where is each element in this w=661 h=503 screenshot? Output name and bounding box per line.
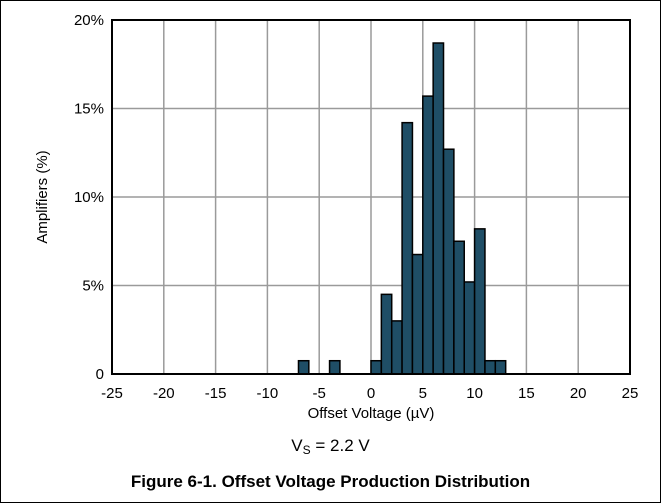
histogram-bar: [453, 240, 465, 375]
histogram-bar: [432, 42, 445, 375]
histogram-bar: [411, 253, 424, 375]
histogram-bar: [484, 359, 497, 375]
x-axis-title: Offset Voltage (µV): [308, 405, 435, 422]
x-tick-label: -15: [205, 385, 227, 402]
condition-value: = 2.2 V: [310, 436, 370, 455]
histogram-bar: [463, 281, 476, 375]
x-tick-label: -10: [257, 385, 279, 402]
histogram-bar: [380, 293, 393, 375]
y-tick-label: 0: [96, 366, 104, 383]
x-tick-label: -20: [153, 385, 175, 402]
histogram-bar: [297, 359, 310, 375]
x-tick-label: 10: [466, 385, 483, 402]
grid-lines: [111, 19, 631, 375]
condition-subscript: S: [302, 443, 311, 457]
histogram-bar: [370, 359, 383, 375]
condition-prefix: V: [291, 436, 303, 455]
y-tick-label: 10%: [74, 189, 104, 206]
figure-caption: Figure 6-1. Offset Voltage Production Di…: [130, 472, 531, 491]
x-tick-label: 20: [570, 385, 587, 402]
plot-border: [111, 19, 631, 375]
histogram-bar: [422, 95, 434, 375]
x-tick-label: 0: [367, 385, 375, 402]
x-tick-label: -5: [313, 385, 326, 402]
histogram-bar: [401, 121, 414, 375]
x-tick-label: -25: [101, 385, 123, 402]
x-tick-labels: -25 -20 -15 -10 -5 0 5 10 15 20 25: [101, 385, 638, 402]
histogram-chart: -25 -20 -15 -10 -5 0 5 10 15 20 25 0 5% 10% 15% 20% Of…: [34, 12, 638, 422]
y-tick-label: 15%: [74, 101, 104, 118]
supply-voltage-condition: VS = 2.2 V: [0, 436, 661, 457]
histogram-bar: [473, 228, 486, 375]
y-tick-label: 5%: [82, 278, 104, 295]
histogram-bar: [328, 359, 341, 375]
y-tick-label: 20%: [74, 12, 104, 29]
x-tick-label: 5: [419, 385, 427, 402]
y-axis-title: Amplifiers (%): [34, 150, 51, 243]
histogram-bar: [494, 359, 507, 375]
histogram-bars: [297, 42, 507, 375]
y-tick-labels: 0 5% 10% 15% 20%: [74, 12, 104, 383]
histogram-bar: [442, 148, 455, 375]
histogram-bar: [390, 320, 403, 375]
x-tick-label: 25: [622, 385, 639, 402]
x-tick-label: 15: [518, 385, 535, 402]
